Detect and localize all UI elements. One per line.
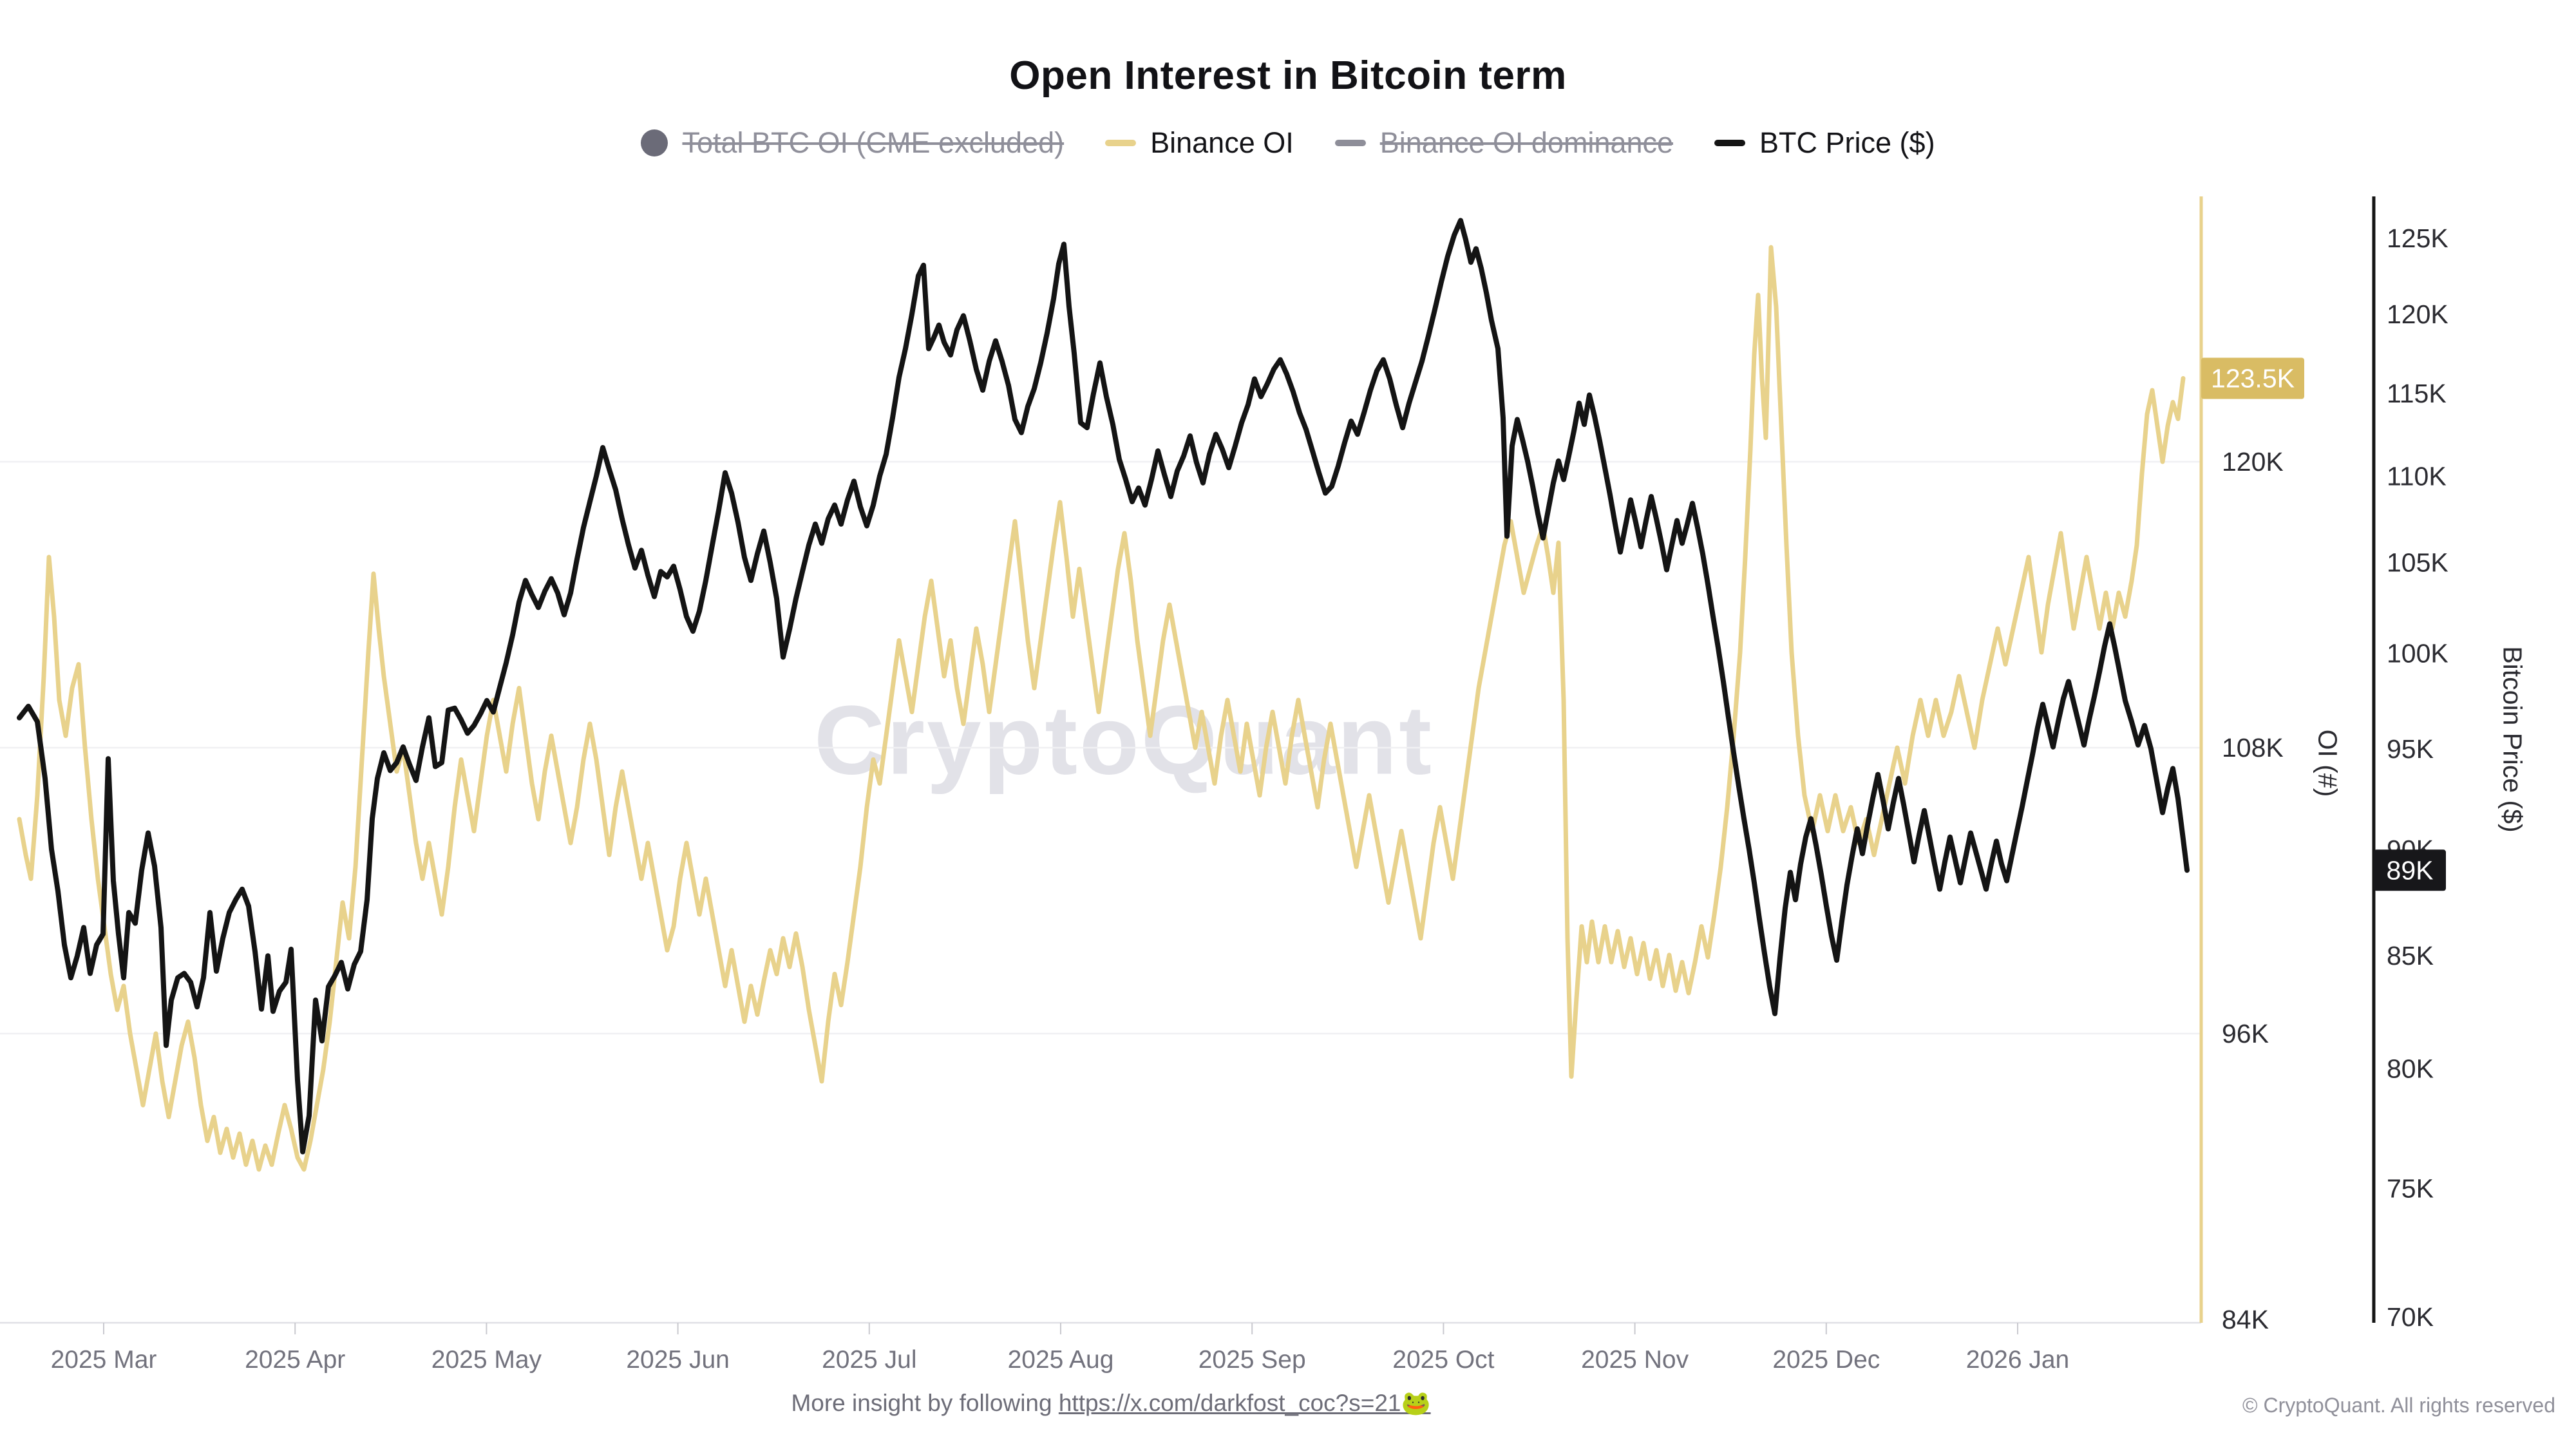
oi-axis-title: OI (#) [2313, 729, 2343, 797]
price-value-badge-label: 89K [2387, 855, 2434, 885]
x-axis-label: 2025 Mar [50, 1346, 157, 1374]
x-axis-label: 2025 May [431, 1346, 542, 1374]
frog-emoji: 🐸 [1401, 1390, 1431, 1416]
price-value-badge [2374, 849, 2446, 891]
footer-note: More insight by following https://x.com/… [791, 1390, 1430, 1417]
copyright-notice: © CryptoQuant. All rights reserved [2242, 1394, 2555, 1417]
price-tick-label: 110K [2387, 461, 2447, 491]
x-axis-label: 2025 Aug [1007, 1346, 1114, 1374]
oi-value-badge-label: 123.5K [2211, 364, 2295, 393]
price-tick-label: 100K [2387, 639, 2448, 668]
dash-marker-icon [1714, 140, 1746, 146]
oi-tick-label: 108K [2222, 733, 2284, 762]
price-tick-label: 95K [2387, 734, 2434, 764]
legend-item-label: BTC Price ($) [1759, 126, 1935, 159]
price-axis-title: Bitcoin Price ($) [2497, 646, 2528, 833]
price-tick-label: 75K [2387, 1174, 2434, 1204]
legend-item-binance-oi-dominance[interactable]: Binance OI dominance [1334, 126, 1674, 160]
x-axis-label: 2025 Apr [245, 1346, 346, 1374]
price-tick-label: 85K [2387, 941, 2434, 971]
legend-item-label: Binance OI dominance [1379, 126, 1674, 159]
x-axis-label: 2025 Dec [1772, 1346, 1880, 1374]
chart-title: Open Interest in Bitcoin term [1009, 53, 1567, 98]
x-axis-label: 2025 Oct [1392, 1346, 1495, 1374]
x-axis-label: 2025 Jul [822, 1346, 917, 1374]
legend: Total BTC OI (CME excluded) Binance OI Bin… [0, 126, 2576, 160]
legend-item-btc-price[interactable]: BTC Price ($) [1714, 126, 1935, 160]
footer-link[interactable]: https://x.com/darkfost_coc?s=21🐸 [1058, 1390, 1431, 1416]
price-tick-label: 115K [2387, 379, 2447, 408]
x-axis-label: 2025 Nov [1581, 1346, 1689, 1374]
price-tick-label: 105K [2387, 548, 2448, 578]
price-tick-label: 80K [2387, 1054, 2434, 1083]
binance-oi-line [17, 245, 2186, 1172]
footer-note-text: More insight by following [791, 1390, 1059, 1416]
legend-item-label: Binance OI [1150, 126, 1294, 159]
x-axis-label: 2025 Jun [626, 1346, 730, 1374]
oi-tick-label: 120K [2222, 447, 2284, 477]
price-tick-label: 70K [2387, 1302, 2434, 1332]
legend-item-label: Total BTC OI (CME excluded) [682, 126, 1065, 159]
oi-tick-label: 84K [2222, 1305, 2269, 1334]
btc-price-line [17, 218, 2190, 1155]
oi-value-badge [2201, 357, 2304, 399]
price-tick-label: 125K [2387, 223, 2448, 253]
oi-tick-label: 96K [2222, 1019, 2269, 1048]
circle-marker-icon [641, 129, 668, 156]
dash-marker-icon [1105, 140, 1137, 146]
legend-item-binance-oi[interactable]: Binance OI [1105, 126, 1294, 160]
price-tick-label: 120K [2387, 299, 2448, 329]
x-axis-label: 2025 Sep [1198, 1346, 1306, 1374]
legend-item-total-btc-oi-cme-excluded[interactable]: Total BTC OI (CME excluded) [641, 126, 1064, 160]
x-axis-label: 2026 Jan [1965, 1346, 2070, 1374]
dash-marker-icon [1334, 140, 1366, 146]
